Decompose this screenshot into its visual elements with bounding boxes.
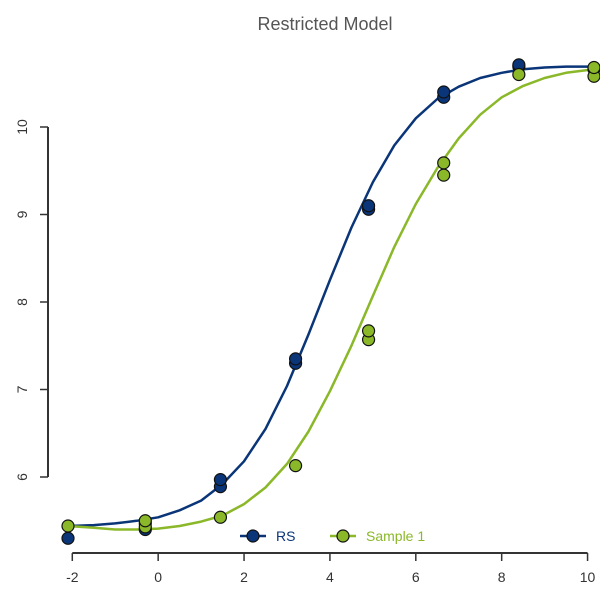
series-line-sample-1 [66,67,596,531]
data-point-sample-1 [512,67,526,82]
legend: RS Sample 1 [240,528,425,544]
legend-marker [336,529,350,543]
fitted-curves [66,65,596,531]
y-tick-label: 6 [14,473,30,481]
data-point-sample-1 [587,60,600,75]
x-tick-label: 4 [326,569,334,585]
y-tick-label: 8 [14,298,30,306]
legend-label: RS [276,528,295,544]
x-tick-label: 8 [498,569,506,585]
data-point-sample-1 [213,510,228,524]
legend-item-sample-1: Sample 1 [330,528,425,544]
x-tick-label: 2 [240,569,248,585]
data-point-sample-1 [138,514,152,528]
data-point-sample-1 [288,459,303,473]
y-tick-label: 10 [14,119,30,135]
data-point-rs [213,473,228,487]
data-point-sample-1 [437,156,451,170]
data-point-rs [437,85,451,99]
data-point-sample-1 [361,324,376,338]
y-tick-label: 9 [14,210,30,218]
data-point-rs [288,352,303,366]
axes: 6 7 8 9 10 -2 0 2 4 6 8 10 [14,119,596,585]
data-point-rs [61,531,75,545]
legend-label: Sample 1 [366,528,425,544]
legend-marker [246,529,260,543]
chart-title: Restricted Model [257,14,392,34]
data-point-sample-1 [437,168,451,182]
x-tick-label: 10 [580,569,596,585]
x-tick-label: 6 [412,569,420,585]
data-points [61,58,600,545]
x-tick-label: 0 [154,569,162,585]
x-tick-label: -2 [66,569,79,585]
data-point-sample-1 [61,519,75,533]
legend-item-rs: RS [240,528,295,544]
data-point-rs [361,199,376,213]
series-line-rs [66,65,596,528]
y-tick-label: 7 [14,385,30,393]
